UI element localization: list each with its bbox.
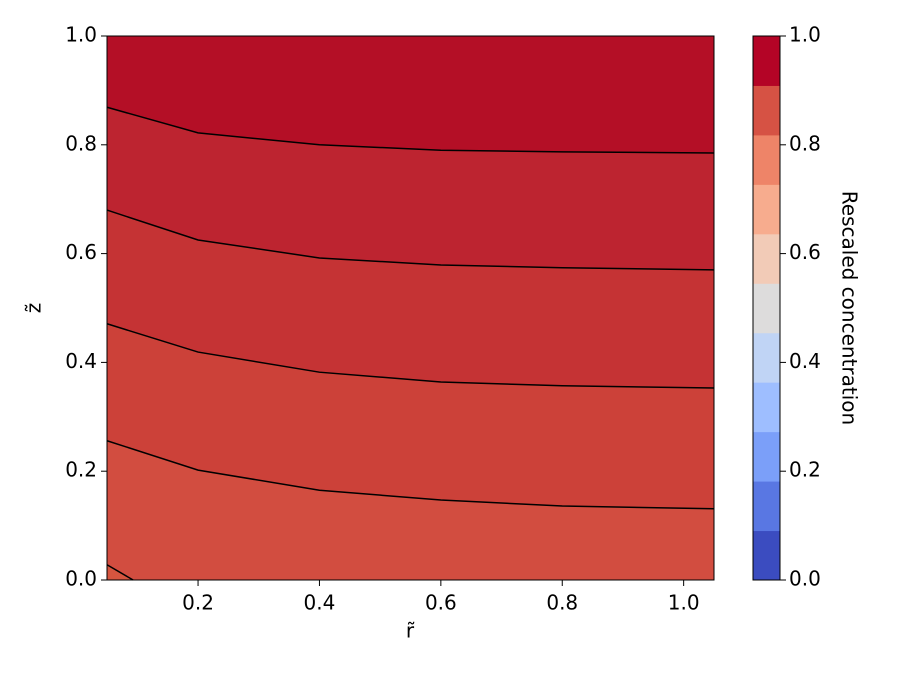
contour-line xyxy=(106,323,715,389)
colorbar-swatch xyxy=(753,233,780,284)
x-tick-label: 0.2 xyxy=(182,591,214,615)
contour-line xyxy=(106,440,715,510)
colorbar-tick-label: 0.0 xyxy=(789,567,821,591)
colorbar-tick-label: 0.6 xyxy=(789,240,821,264)
colorbar-tick-label: 1.0 xyxy=(789,23,821,47)
plot-frame xyxy=(106,35,715,581)
x-axis-label: r̃ xyxy=(406,619,415,643)
band-fill xyxy=(107,440,714,580)
colorbar-swatch xyxy=(753,184,780,235)
x-tick-label: 0.4 xyxy=(304,591,336,615)
colorbar-label: Rescaled concentration xyxy=(838,191,862,425)
y-tick-label: 0.2 xyxy=(65,458,97,482)
colorbar-tick-label: 0.4 xyxy=(789,349,821,373)
x-tick-label: 0.6 xyxy=(425,591,457,615)
contour-line xyxy=(106,564,134,581)
colorbar-swatch xyxy=(753,382,780,433)
colorbar-swatch xyxy=(753,530,780,581)
colorbar-frame xyxy=(752,35,781,581)
y-axis-label: z̃ xyxy=(22,303,46,314)
x-tick-label: 1.0 xyxy=(668,591,700,615)
colorbar-swatch xyxy=(753,85,780,136)
x-tick-label: 0.8 xyxy=(546,591,578,615)
y-tick-label: 0.4 xyxy=(65,349,97,373)
colorbar-swatch xyxy=(753,36,780,86)
colorbar-tick-label: 0.2 xyxy=(789,458,821,482)
colorbar-swatch xyxy=(753,283,780,334)
colorbar-swatch xyxy=(753,134,780,185)
y-tick-label: 0.0 xyxy=(65,567,97,591)
y-tick-label: 0.6 xyxy=(65,240,97,264)
colorbar-swatch xyxy=(753,481,780,532)
colorbar-swatch xyxy=(753,332,780,383)
contour-line xyxy=(106,209,715,271)
y-tick-label: 0.8 xyxy=(65,131,97,155)
y-tick-label: 1.0 xyxy=(65,23,97,47)
colorbar-tick-label: 0.8 xyxy=(789,131,821,155)
colorbar-swatch xyxy=(753,431,780,482)
contour-line xyxy=(106,106,715,154)
